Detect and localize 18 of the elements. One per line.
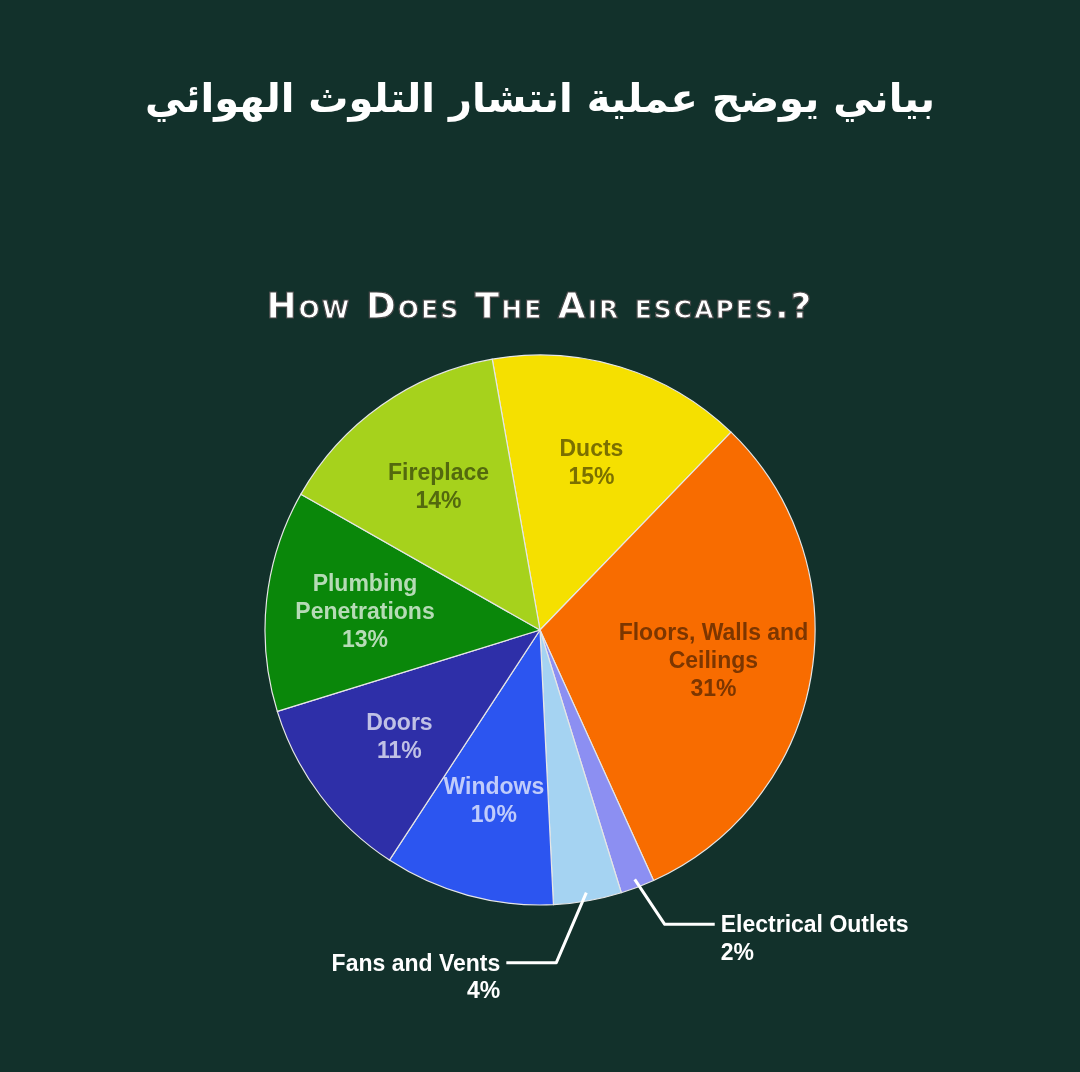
data-label: 31%	[690, 674, 737, 701]
slice-label: Doors	[366, 709, 433, 736]
slice-label: Fireplace	[388, 459, 490, 486]
data-label: 13%	[342, 625, 389, 652]
slice-label: Floors, Walls and Ceilings	[618, 619, 809, 674]
slice-label: Ducts	[559, 434, 624, 461]
data-label: 14%	[415, 487, 462, 514]
slice-label: Electrical Outlets	[720, 911, 909, 938]
slice-label: Plumbing Penetrations	[295, 570, 435, 625]
slice-label: Fans and Vents	[331, 949, 501, 976]
data-label: 11%	[377, 736, 422, 763]
data-label: 2%	[720, 939, 754, 966]
data-label: 15%	[568, 462, 615, 489]
slice-label: Windows	[443, 773, 545, 800]
chart-title: بياني يوضح عملية انتشار التلوث الهوائي	[145, 75, 935, 122]
data-label: 10%	[470, 800, 517, 827]
chart-subtitle: How Does The Air escapes.?	[266, 285, 814, 326]
data-label: 4%	[467, 977, 501, 1004]
